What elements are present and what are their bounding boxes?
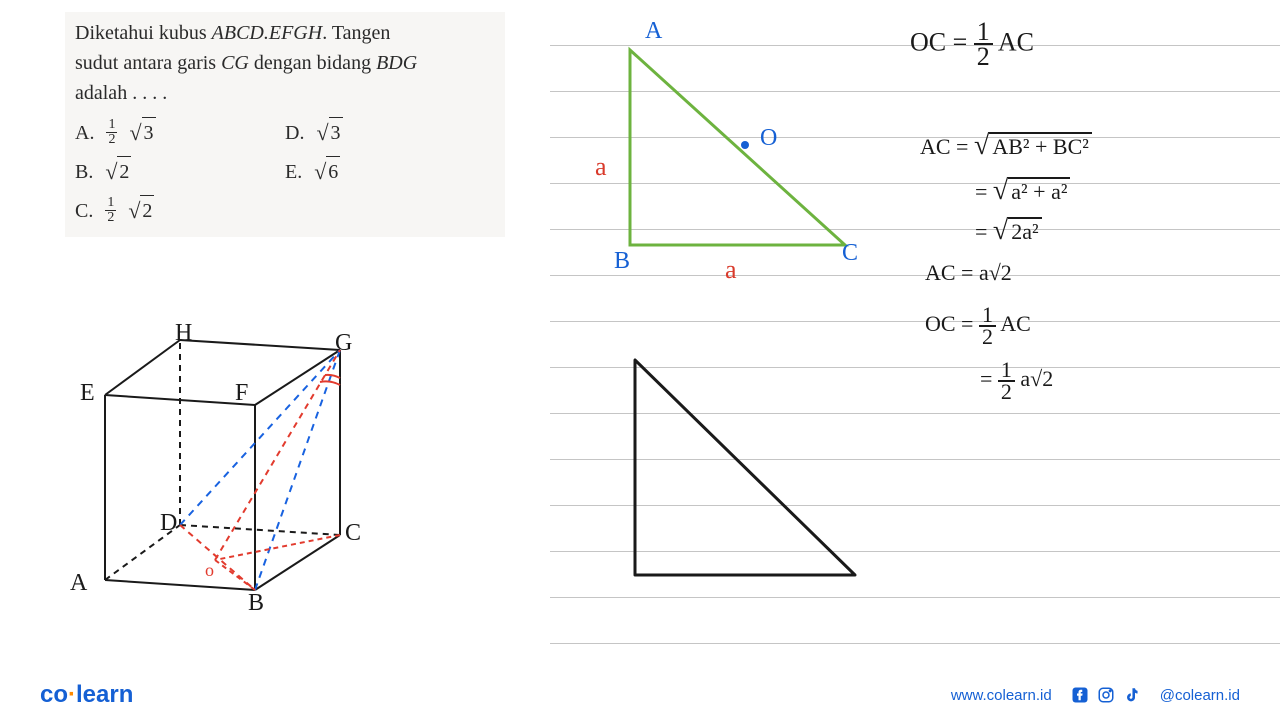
cube-label-o: o: [205, 560, 214, 581]
eq-oc-ac: OC = 1 2 AC: [925, 305, 1031, 347]
eq2-rad: AB² + BC²: [989, 132, 1092, 159]
choice-e-rad: 6: [326, 156, 340, 187]
choice-a-frac: 1 2: [106, 118, 117, 147]
footer-url[interactable]: www.colearn.id: [951, 687, 1052, 704]
choice-c-label: C.: [75, 196, 93, 226]
brand-dot: ·: [68, 681, 76, 708]
choice-c-sqrt: √2: [128, 194, 154, 227]
q-text-cg: CG: [221, 52, 249, 74]
choice-b-rad: 2: [117, 156, 131, 187]
q-text-2c: dengan bidang: [249, 52, 376, 74]
q-text-2a: sudut antara garis: [75, 52, 221, 74]
facebook-icon[interactable]: [1070, 685, 1090, 705]
choice-d-label: D.: [285, 118, 304, 148]
eq-step4: = √2a²: [975, 215, 1042, 247]
cube-label-a: A: [70, 570, 87, 597]
q-text-3: adalah . . . .: [75, 82, 167, 104]
choice-d-rad: 3: [329, 117, 343, 148]
cube-label-d: D: [160, 510, 177, 537]
choice-a-label: A.: [75, 118, 94, 148]
eq-oc-half-ac: OC = 1 2 AC: [910, 20, 1034, 69]
choice-c-num: 1: [105, 196, 116, 211]
choice-d: D. √3: [285, 116, 495, 149]
eq6-rest: AC: [1000, 311, 1031, 336]
tiktok-icon[interactable]: [1122, 685, 1142, 705]
eq1-rest: AC: [998, 27, 1034, 56]
eq6-den: 2: [982, 327, 993, 347]
choice-a-den: 2: [106, 133, 117, 147]
tri1-c: C: [842, 240, 858, 267]
cube-label-c: C: [345, 520, 361, 547]
eq-step3: = √a² + a²: [975, 175, 1070, 207]
cube-label-e: E: [80, 380, 95, 407]
choice-b: B. √2: [75, 155, 285, 188]
eq-ac-result: AC = a√2: [925, 260, 1012, 286]
instagram-icon[interactable]: [1096, 685, 1116, 705]
tri1-a2: a: [725, 255, 737, 285]
q-text-1: Diketahui kubus: [75, 22, 212, 44]
eq7-rest: a√2: [1020, 366, 1053, 391]
choice-a-rad: 3: [142, 117, 156, 148]
choice-b-sqrt: √2: [105, 155, 131, 188]
cube-label-g: G: [335, 330, 352, 357]
eq-final: = 1 2 a√2: [980, 360, 1053, 402]
social-icons: [1070, 685, 1142, 705]
tri1-a: A: [645, 18, 662, 45]
question-text: Diketahui kubus ABCD.EFGH. Tangen sudut …: [75, 18, 495, 108]
q-text-bdg: BDG: [376, 52, 417, 74]
choice-d-sqrt: √3: [316, 116, 342, 149]
brand-b: learn: [76, 681, 133, 708]
footer-handle[interactable]: @colearn.id: [1160, 687, 1240, 704]
choice-c-den: 2: [105, 211, 116, 225]
q-text-cube: ABCD.EFGH: [212, 22, 323, 44]
eq1-lhs: OC =: [910, 27, 974, 56]
choice-c-frac: 1 2: [105, 196, 116, 225]
q-text-1c: . Tangen: [322, 22, 390, 44]
cube-label-b: B: [248, 590, 264, 617]
footer: co·learn www.colearn.id @colearn.id: [0, 670, 1280, 720]
cube-label-f: F: [235, 380, 248, 407]
question-block: Diketahui kubus ABCD.EFGH. Tangen sudut …: [65, 12, 505, 237]
choice-a-num: 1: [106, 118, 117, 133]
eq7-den: 2: [1001, 382, 1012, 402]
choice-e: E. √6: [285, 155, 495, 188]
choice-a-sqrt: √3: [129, 116, 155, 149]
brand-a: co: [40, 681, 68, 708]
choice-e-label: E.: [285, 157, 302, 187]
tri1-a1: a: [595, 152, 607, 182]
choice-a: A. 1 2 √3: [75, 116, 285, 149]
choice-b-label: B.: [75, 157, 93, 187]
choice-c: C. 1 2 √2: [75, 194, 285, 227]
choices-grid: A. 1 2 √3 D. √3 B. √2 E. √6 C. 1 2 √2: [75, 116, 495, 227]
choice-e-sqrt: √6: [314, 155, 340, 188]
tri1-o: O: [760, 125, 777, 152]
eq-ac-pythag: AC = √AB² + BC²: [920, 130, 1092, 162]
eq4-rad: 2a²: [1008, 217, 1041, 244]
cube-diagram: [85, 320, 385, 620]
triangle-abc: [595, 30, 865, 270]
triangle-2: [605, 345, 875, 595]
cube-label-h: H: [175, 320, 192, 347]
eq3-rad: a² + a²: [1008, 177, 1070, 204]
tri1-b: B: [614, 248, 630, 275]
footer-right: www.colearn.id @colearn.id: [951, 685, 1240, 705]
choice-c-rad: 2: [140, 195, 154, 226]
eq2-lhs: AC =: [920, 134, 974, 159]
eq3-eq: =: [975, 179, 993, 204]
brand-logo: co·learn: [40, 681, 133, 709]
eq4-eq: =: [975, 219, 993, 244]
eq1-den: 2: [977, 45, 990, 68]
eq7-eq: =: [980, 366, 998, 391]
eq6-lhs: OC =: [925, 311, 979, 336]
